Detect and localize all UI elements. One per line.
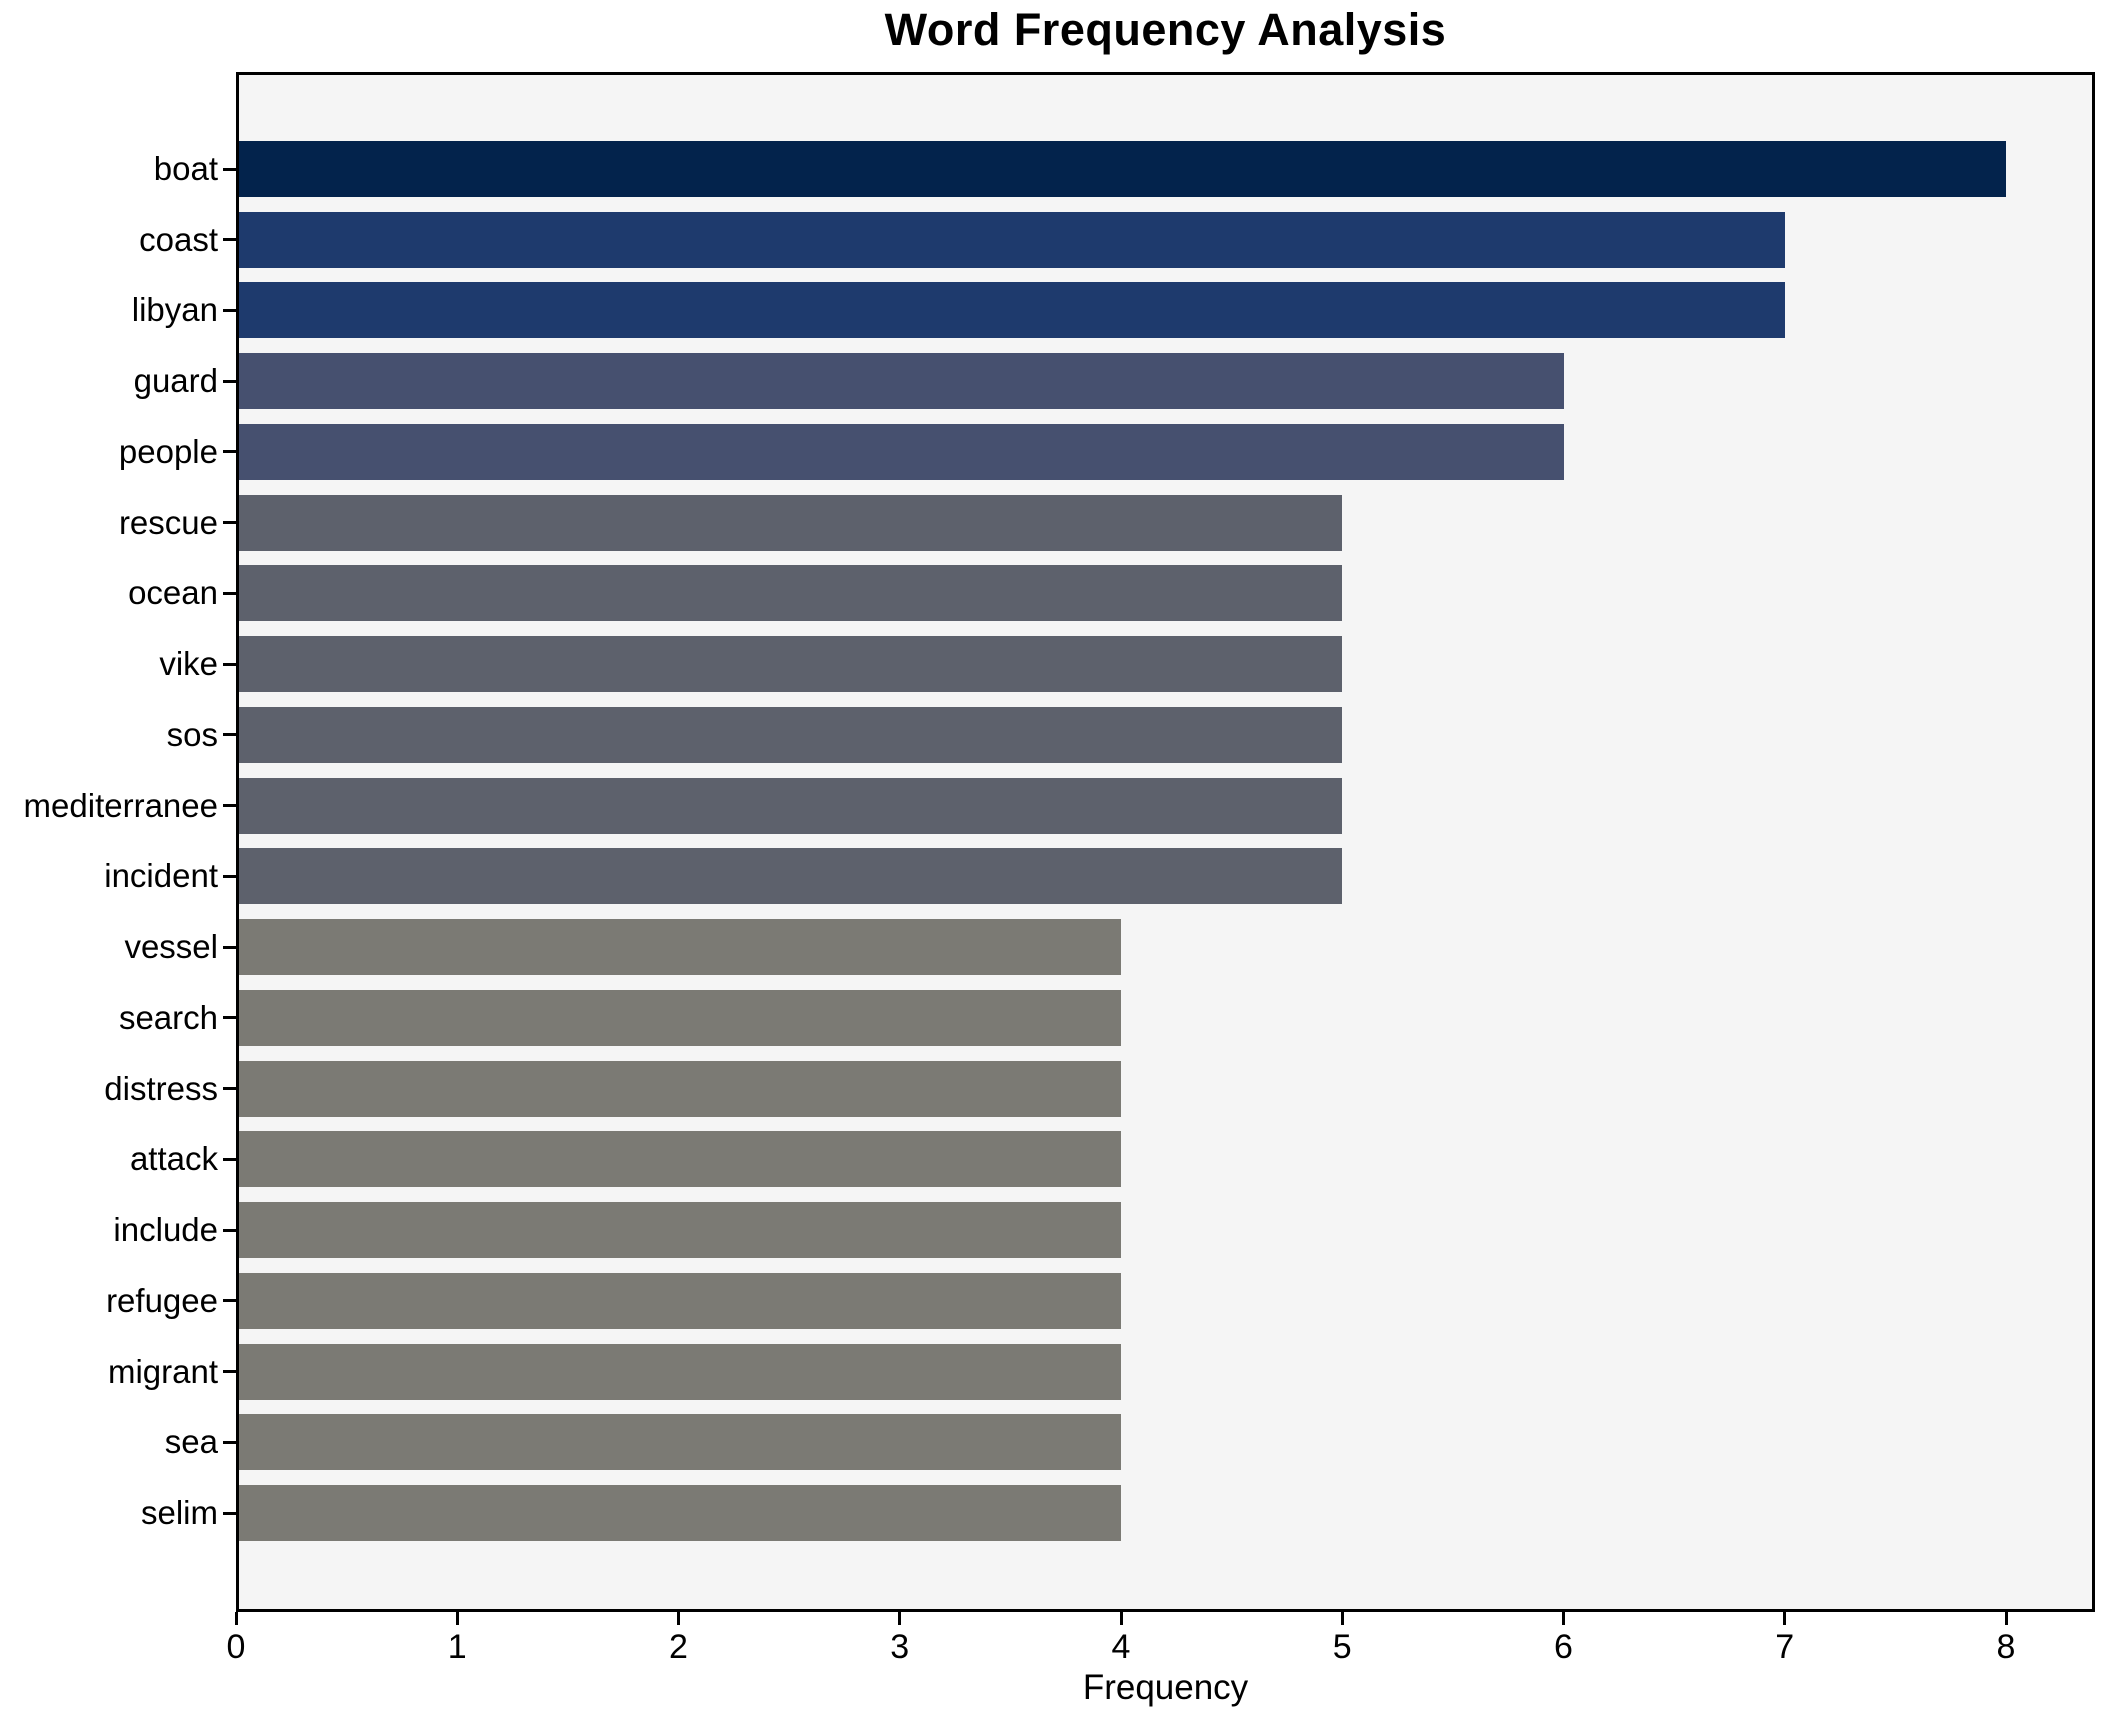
x-tick-8 (2004, 1612, 2008, 1625)
x-tick-label-7: 7 (1775, 1628, 1795, 1666)
x-tick-0 (234, 1612, 238, 1625)
bar-sea (236, 1414, 1121, 1471)
y-tick-label-incident: incident (104, 857, 218, 895)
x-tick-label-6: 6 (1554, 1628, 1573, 1666)
y-tick-label-libyan: libyan (131, 291, 218, 329)
bar-migrant (236, 1343, 1121, 1400)
bar-attack (236, 1131, 1121, 1188)
y-tick-attack (223, 1157, 236, 1161)
x-tick-5 (1340, 1612, 1344, 1625)
y-tick-label-coast: coast (139, 220, 218, 258)
bar-mediterranee (236, 777, 1343, 834)
x-tick-1 (455, 1612, 459, 1625)
bar-incident (236, 848, 1343, 905)
y-tick-label-migrant: migrant (107, 1352, 218, 1390)
chart-title: Word Frequency Analysis (884, 4, 1447, 55)
y-tick-ocean (223, 591, 236, 595)
y-tick-refugee (223, 1299, 236, 1303)
y-tick-people (223, 450, 236, 454)
y-tick-rescue (223, 521, 236, 525)
y-tick-mediterranee (223, 804, 236, 808)
y-tick-include (223, 1228, 236, 1232)
y-tick-search (223, 1016, 236, 1020)
bar-boat (236, 141, 2006, 197)
y-tick-label-distress: distress (104, 1069, 218, 1107)
y-tick-label-include: include (113, 1211, 218, 1249)
bar-vessel (236, 919, 1121, 976)
x-tick-4 (1119, 1612, 1123, 1625)
x-axis-label: Frequency (1082, 1668, 1249, 1707)
bar-selim (236, 1485, 1121, 1542)
y-tick-label-selim: selim (140, 1494, 218, 1532)
y-tick-label-attack: attack (129, 1140, 218, 1178)
x-tick-label-8: 8 (1996, 1628, 2016, 1666)
y-tick-label-sea: sea (164, 1423, 218, 1461)
x-tick-6 (1562, 1612, 1565, 1625)
x-tick-7 (1783, 1612, 1787, 1625)
bar-libyan (236, 282, 1785, 339)
x-tick-label-4: 4 (1111, 1628, 1131, 1666)
x-tick-2 (677, 1612, 680, 1625)
y-tick-label-refugee: refugee (106, 1281, 218, 1319)
y-tick-boat (223, 167, 236, 171)
bar-distress (236, 1060, 1121, 1117)
spine-top (236, 72, 2095, 75)
bar-people (236, 423, 1564, 480)
y-tick-libyan (223, 308, 236, 312)
y-tick-distress (223, 1087, 236, 1091)
y-tick-label-mediterranee: mediterranee (23, 786, 218, 824)
y-tick-label-ocean: ocean (128, 574, 218, 612)
x-tick-label-5: 5 (1332, 1628, 1352, 1666)
y-tick-label-boat: boat (153, 150, 218, 187)
spine-right (2092, 72, 2095, 1612)
x-tick-label-2: 2 (669, 1628, 688, 1666)
bar-search (236, 989, 1121, 1046)
bar-refugee (236, 1272, 1121, 1329)
x-tick-label-1: 1 (447, 1628, 467, 1666)
y-tick-sea (223, 1440, 236, 1444)
y-tick-guard (223, 379, 236, 383)
bar-vike (236, 636, 1343, 693)
bar-include (236, 1202, 1121, 1259)
bar-sos (236, 706, 1343, 763)
y-tick-selim (223, 1511, 236, 1515)
x-tick-label-0: 0 (226, 1628, 246, 1666)
y-tick-coast (223, 238, 236, 242)
spine-left (236, 72, 239, 1612)
y-tick-label-sos: sos (166, 715, 218, 753)
y-tick-label-guard: guard (133, 362, 218, 400)
y-tick-label-rescue: rescue (118, 503, 218, 541)
bar-coast (236, 211, 1785, 268)
bar-ocean (236, 565, 1343, 622)
y-tick-label-search: search (118, 998, 218, 1036)
x-tick-3 (898, 1612, 902, 1625)
x-tick-label-3: 3 (890, 1628, 910, 1666)
spine-bottom (236, 1609, 2095, 1612)
y-tick-label-vessel: vessel (124, 928, 218, 966)
y-tick-migrant (223, 1370, 236, 1374)
y-tick-incident (223, 874, 236, 878)
y-tick-sos (223, 733, 236, 737)
bar-rescue (236, 494, 1343, 551)
y-tick-vessel (223, 945, 236, 949)
y-tick-label-people: people (118, 432, 218, 470)
y-tick-vike (223, 662, 236, 666)
bar-guard (236, 353, 1564, 410)
y-tick-label-vike: vike (159, 645, 218, 683)
